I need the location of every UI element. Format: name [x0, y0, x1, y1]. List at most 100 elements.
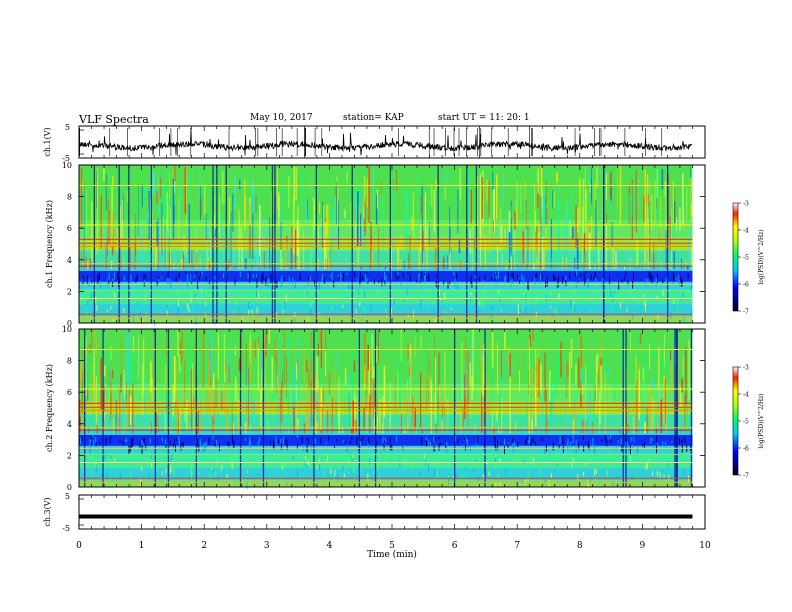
spectrogram-streak — [346, 272, 348, 276]
spectrogram-streak — [591, 310, 593, 315]
spectrogram-streak — [195, 317, 197, 326]
spectrogram-streak — [168, 348, 171, 371]
spectrogram-streak — [683, 469, 685, 475]
spectrogram-streak — [177, 307, 179, 315]
spectrogram-streak — [201, 196, 202, 216]
spectrogram-streak — [209, 342, 211, 386]
spectrogram-streak — [351, 408, 353, 434]
spectrogram-streak — [235, 299, 237, 306]
freq-tick-label: 2 — [67, 451, 72, 460]
spectrogram-streak — [188, 173, 190, 216]
spectrogram-streak — [538, 471, 540, 478]
spectrogram-streak — [248, 441, 250, 447]
spectrogram-streak — [494, 273, 496, 281]
spectrogram-streak — [669, 350, 671, 384]
spectrogram-band — [79, 289, 693, 305]
spectrogram-streak — [646, 174, 649, 226]
freq-tick-label: 10 — [62, 161, 72, 170]
spectrogram-streak — [587, 239, 589, 270]
spectrogram-streak — [501, 397, 503, 434]
spectrogram-streak — [360, 466, 362, 472]
spectrogram-streak — [552, 442, 554, 451]
spectrogram-streak — [214, 275, 216, 280]
spectrogram-streak — [529, 339, 530, 385]
spectrogram-streak — [673, 276, 675, 282]
spectrogram-streak — [189, 344, 191, 383]
spectrogram-streak — [158, 204, 160, 215]
spectrogram-streak — [83, 243, 85, 270]
spectrogram-streak — [333, 476, 335, 484]
spectrogram-streak — [266, 302, 268, 306]
spectrogram-streak — [544, 445, 546, 455]
spectrogram-streak — [158, 403, 160, 434]
spectrogram-streak — [529, 466, 531, 473]
spectrogram-streak — [249, 197, 251, 225]
spectrogram-streak — [594, 444, 596, 454]
spectrogram-streak — [511, 362, 513, 374]
spectrogram-streak — [672, 280, 674, 285]
spectrogram-streak — [409, 249, 411, 263]
spectrogram-streak — [504, 314, 506, 319]
spectrogram-streak — [653, 241, 655, 270]
colorbar-tick-label: -3 — [743, 201, 749, 208]
spectrogram-streak — [388, 429, 391, 434]
spectrogram-streak — [328, 372, 331, 396]
spectrogram-streak — [434, 357, 436, 415]
spectrogram-streak — [299, 273, 301, 281]
spectrogram-streak — [383, 365, 386, 417]
spectrogram-streak — [488, 471, 490, 476]
spectrogram-streak — [430, 442, 431, 446]
spectrogram-streak — [86, 312, 88, 319]
spectrogram-streak — [615, 311, 617, 315]
spectrogram-streak — [313, 198, 315, 231]
spectrogram-streak — [321, 278, 323, 283]
spectrogram-streak — [381, 402, 383, 424]
spectrogram-streak — [569, 351, 571, 408]
spectrogram-streak — [368, 166, 370, 223]
spectrogram-streak — [143, 279, 145, 287]
spectrogram-streak — [255, 195, 257, 213]
spectrogram-streak — [636, 239, 639, 266]
spectrogram-streak — [314, 411, 316, 434]
spectrogram-streak — [544, 479, 546, 484]
spectrogram-streak — [527, 281, 529, 291]
spectrogram-streak — [120, 205, 121, 252]
spectrogram-streak — [527, 474, 529, 481]
spectrogram-streak — [290, 247, 293, 270]
spectrogram-streak — [95, 437, 97, 444]
spectrogram-streak — [437, 471, 438, 479]
spectrogram-streak — [438, 352, 440, 409]
spectrogram-streak — [656, 471, 657, 476]
spectrogram-streak — [606, 436, 608, 440]
spectrogram-streak — [499, 290, 501, 299]
spectrogram-streak — [233, 308, 235, 316]
spectrogram-streak — [223, 333, 226, 382]
spectrogram-streak — [348, 470, 349, 474]
spectrogram-streak — [409, 357, 411, 415]
spectrogram-streak — [90, 293, 92, 302]
spectrogram-streak — [270, 275, 272, 283]
spectrogram-streak — [562, 435, 564, 445]
spectrogram-streak — [318, 281, 320, 290]
spectrogram-streak — [656, 406, 658, 427]
spectrogram-streak — [351, 165, 353, 323]
spectrogram-streak — [627, 280, 629, 286]
spectrogram-streak — [535, 274, 537, 279]
spectrogram-streak — [677, 308, 679, 315]
spectrogram-streak — [441, 418, 443, 431]
spectrogram-streak — [159, 177, 162, 198]
spectrogram-streak — [534, 420, 536, 434]
spectrogram-streak — [534, 441, 536, 444]
spectrogram-streak — [141, 445, 143, 454]
spectrogram-streak — [537, 168, 539, 194]
spectrogram-streak — [566, 257, 568, 270]
spectrogram-streak — [433, 443, 435, 452]
x-axis-label: Time (min) — [367, 549, 417, 560]
spectrogram-streak — [286, 442, 288, 450]
spectrogram-streak — [207, 257, 209, 270]
spectrogram-streak — [326, 251, 327, 270]
spectrogram-streak — [663, 333, 665, 368]
spectrogram-streak — [205, 276, 207, 281]
spectrogram-streak — [144, 438, 146, 445]
freq-tick-label: 4 — [67, 420, 72, 429]
